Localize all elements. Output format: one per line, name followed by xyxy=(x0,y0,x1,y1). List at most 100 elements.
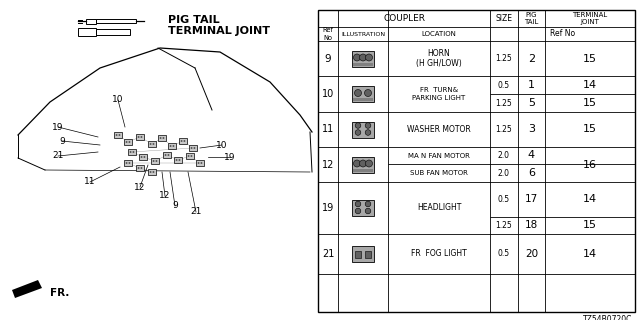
Circle shape xyxy=(141,156,143,158)
Text: HEADLIGHT: HEADLIGHT xyxy=(417,204,461,212)
Text: 12: 12 xyxy=(134,182,146,191)
Circle shape xyxy=(198,162,200,164)
Bar xyxy=(352,122,374,138)
Circle shape xyxy=(150,171,152,173)
Bar xyxy=(352,156,374,172)
Text: 15: 15 xyxy=(583,124,597,134)
Circle shape xyxy=(180,140,182,142)
Text: FR  FOG LIGHT: FR FOG LIGHT xyxy=(411,250,467,259)
Text: 1.25: 1.25 xyxy=(495,54,513,63)
Text: 10: 10 xyxy=(322,89,334,99)
Text: SIZE: SIZE xyxy=(495,14,513,23)
Text: 1: 1 xyxy=(528,80,535,90)
Circle shape xyxy=(132,151,134,153)
Text: 1.25: 1.25 xyxy=(495,99,513,108)
Circle shape xyxy=(164,154,166,156)
Circle shape xyxy=(191,155,193,157)
Circle shape xyxy=(355,208,361,214)
Circle shape xyxy=(355,201,361,207)
Text: 21: 21 xyxy=(322,249,334,259)
Circle shape xyxy=(129,141,131,143)
Circle shape xyxy=(152,143,154,145)
Bar xyxy=(168,143,176,149)
Circle shape xyxy=(141,136,143,138)
Bar xyxy=(124,160,132,166)
Text: 14: 14 xyxy=(583,249,597,259)
Bar xyxy=(352,200,374,216)
Bar xyxy=(139,154,147,160)
Bar xyxy=(352,86,374,102)
Bar xyxy=(196,160,204,166)
Text: 6: 6 xyxy=(528,168,535,178)
Circle shape xyxy=(175,159,177,161)
Circle shape xyxy=(150,143,152,145)
Bar xyxy=(158,135,166,141)
Bar xyxy=(151,158,159,164)
Circle shape xyxy=(125,162,127,164)
Text: LOCATION: LOCATION xyxy=(422,31,456,37)
Text: ILLUSTRATION: ILLUSTRATION xyxy=(341,31,385,36)
Bar xyxy=(355,251,361,258)
Text: 19: 19 xyxy=(224,153,236,162)
Text: WASHER MOTOR: WASHER MOTOR xyxy=(407,125,471,134)
Bar xyxy=(353,98,373,101)
Circle shape xyxy=(193,147,195,149)
Bar xyxy=(78,28,96,36)
Text: PIG TAIL: PIG TAIL xyxy=(168,15,220,25)
Text: 4: 4 xyxy=(528,150,535,161)
Circle shape xyxy=(365,160,372,167)
Circle shape xyxy=(125,141,127,143)
Text: 0.5: 0.5 xyxy=(498,195,510,204)
Text: 14: 14 xyxy=(583,80,597,90)
Circle shape xyxy=(159,137,161,139)
Circle shape xyxy=(365,54,372,61)
Text: 10: 10 xyxy=(112,95,124,105)
Text: 20: 20 xyxy=(525,249,538,259)
Circle shape xyxy=(360,54,367,61)
Circle shape xyxy=(129,162,131,164)
Text: 12: 12 xyxy=(159,191,171,201)
Circle shape xyxy=(170,145,172,147)
Bar xyxy=(96,29,130,35)
Text: 18: 18 xyxy=(525,220,538,230)
Circle shape xyxy=(355,130,361,135)
Bar xyxy=(318,10,635,312)
Bar xyxy=(124,139,132,145)
Text: HORN
(H GH/LOW): HORN (H GH/LOW) xyxy=(416,49,462,68)
Circle shape xyxy=(179,159,180,161)
Circle shape xyxy=(360,160,367,167)
Bar xyxy=(96,19,136,23)
Text: Ref
No: Ref No xyxy=(323,28,333,41)
Text: Ref No: Ref No xyxy=(550,29,575,38)
Text: MA N FAN MOTOR: MA N FAN MOTOR xyxy=(408,153,470,158)
Text: 12: 12 xyxy=(322,159,334,170)
Text: 9: 9 xyxy=(324,53,332,63)
Circle shape xyxy=(191,147,193,149)
Text: COUPLER: COUPLER xyxy=(383,14,425,23)
Text: 9: 9 xyxy=(59,137,65,146)
Text: 9: 9 xyxy=(172,202,178,211)
Text: 2: 2 xyxy=(528,53,535,63)
Text: 15: 15 xyxy=(583,53,597,63)
Circle shape xyxy=(152,171,154,173)
Text: 1.25: 1.25 xyxy=(495,125,513,134)
Bar xyxy=(186,153,194,159)
Circle shape xyxy=(365,123,371,128)
Text: TERMINAL JOINT: TERMINAL JOINT xyxy=(168,26,270,36)
Bar xyxy=(148,169,156,175)
Circle shape xyxy=(163,137,164,139)
Bar xyxy=(179,138,187,144)
Circle shape xyxy=(143,156,145,158)
Text: 15: 15 xyxy=(583,98,597,108)
Circle shape xyxy=(353,54,360,61)
Text: TZ54B0720C: TZ54B0720C xyxy=(582,315,632,320)
Text: 16: 16 xyxy=(583,159,597,170)
Circle shape xyxy=(200,162,202,164)
Circle shape xyxy=(184,140,186,142)
Circle shape xyxy=(173,145,174,147)
Text: 2.0: 2.0 xyxy=(498,151,510,160)
Circle shape xyxy=(168,154,170,156)
Bar xyxy=(352,51,374,67)
Circle shape xyxy=(188,155,189,157)
Text: 11: 11 xyxy=(84,178,96,187)
